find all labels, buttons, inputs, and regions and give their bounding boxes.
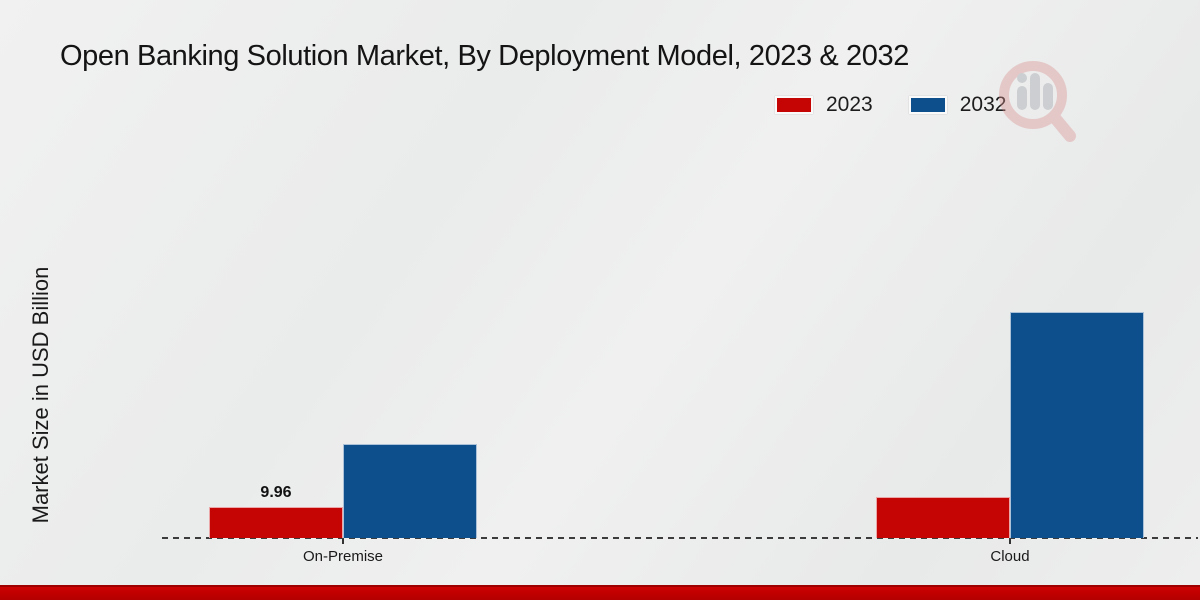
footer-accent-band <box>0 585 1200 600</box>
bar-2023-cloud <box>876 497 1010 538</box>
legend-item-2023: 2023 <box>775 93 873 117</box>
category-label-cloud: Cloud <box>990 548 1030 565</box>
legend-swatch-2023 <box>775 96 813 114</box>
legend-swatch-2032 <box>908 96 947 114</box>
chart-title: Open Banking Solution Market, By Deploym… <box>60 40 909 72</box>
bar-value-label-2023-on-premise: 9.96 <box>260 484 292 501</box>
legend-label-2023: 2023 <box>826 93 873 116</box>
legend: 2023 2032 <box>775 93 1006 117</box>
bar-2032-cloud <box>1010 312 1144 538</box>
brand-watermark-icon <box>996 57 1078 148</box>
x-axis-tick-cloud <box>1009 539 1011 544</box>
bar-2032-on-premise <box>343 444 477 538</box>
x-axis-tick-on-premise <box>342 539 344 544</box>
x-axis-baseline <box>162 537 1198 539</box>
legend-item-2032: 2032 <box>908 93 1007 117</box>
category-label-on-premise: On-Premise <box>302 548 384 565</box>
bar-2023-on-premise <box>209 507 343 538</box>
legend-label-2032: 2032 <box>959 93 1007 116</box>
